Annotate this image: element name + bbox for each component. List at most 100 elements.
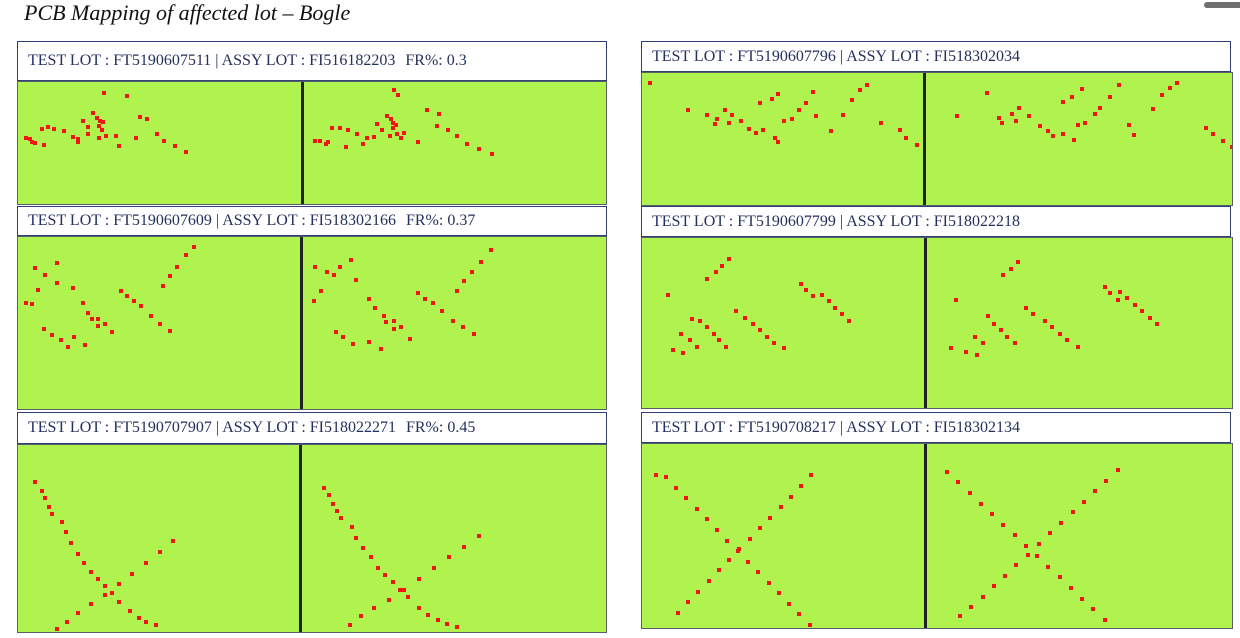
fail-dot <box>373 306 377 310</box>
fail-dot <box>1082 500 1086 504</box>
fail-dot <box>436 618 440 622</box>
fail-dot <box>696 590 700 594</box>
fail-dot <box>383 573 387 577</box>
fail-dot <box>981 341 985 345</box>
fail-dot <box>1024 544 1028 548</box>
test-lot-label: TEST LOT : FT5190707907 <box>28 419 212 436</box>
fail-dot <box>1001 523 1005 527</box>
fail-dot <box>462 279 466 283</box>
fail-dot <box>698 319 702 323</box>
fail-dot <box>827 299 831 303</box>
fail-dot <box>445 622 449 626</box>
fail-dot <box>695 345 699 349</box>
separator: | <box>211 419 223 436</box>
fail-dot <box>24 136 28 140</box>
fail-dot <box>1117 83 1121 87</box>
fail-dot <box>102 91 106 95</box>
fail-dot <box>723 108 727 112</box>
pcb-map-5 <box>17 444 607 633</box>
fail-dot <box>705 277 709 281</box>
fail-dot <box>350 525 354 529</box>
fail-dot <box>97 124 101 128</box>
pcb-map-3 <box>17 236 607 410</box>
fail-dot <box>1221 139 1225 143</box>
fail-dot <box>408 337 412 341</box>
fail-dot <box>975 353 979 357</box>
fail-dot <box>1103 618 1107 622</box>
fail-dot <box>666 293 670 297</box>
separator: | <box>211 52 222 69</box>
pcb-map-1 <box>17 81 607 205</box>
fail-dot <box>1072 138 1076 142</box>
fail-dot <box>1010 112 1014 116</box>
fail-dot <box>1230 145 1232 149</box>
fail-dot <box>65 620 69 624</box>
fail-dot <box>354 278 358 282</box>
fail-dot <box>790 117 794 121</box>
fail-dot <box>999 328 1003 332</box>
fail-dot <box>477 147 481 151</box>
assy-lot-label: ASSY LOT : FI518302034 <box>846 48 1020 65</box>
separator: | <box>211 212 223 229</box>
fail-dot <box>125 294 129 298</box>
fail-dot <box>1132 133 1136 137</box>
separator: | <box>835 48 847 65</box>
fail-dot <box>688 338 692 342</box>
fail-dot <box>30 140 34 144</box>
fail-dot <box>690 317 694 321</box>
assy-lot-label: ASSY LOT : FI518302134 <box>846 419 1020 436</box>
fail-dot <box>654 473 658 477</box>
fail-dot <box>354 536 358 540</box>
failure-rate-label: FR%: 0.37 <box>405 212 476 229</box>
fail-dot <box>1070 95 1074 99</box>
fail-dot <box>945 470 949 474</box>
fail-dot <box>349 258 353 262</box>
fail-dot <box>679 332 683 336</box>
fail-dot <box>997 116 1001 120</box>
fail-dot <box>425 108 429 112</box>
pcb-map-6 <box>641 443 1233 629</box>
fail-dot <box>367 297 371 301</box>
fail-dot <box>89 570 93 574</box>
fail-dot <box>103 584 107 588</box>
fail-dot <box>736 549 740 553</box>
fail-dot <box>69 541 73 545</box>
fail-dot <box>489 248 493 252</box>
fail-dot <box>840 312 844 316</box>
fail-dot <box>1155 322 1159 326</box>
fail-dot <box>714 270 718 274</box>
fail-dot <box>55 261 59 265</box>
fail-dot <box>730 113 734 117</box>
fail-dot <box>158 322 162 326</box>
fail-dot <box>808 623 812 627</box>
fail-dot <box>804 288 808 292</box>
separator: | <box>835 419 847 436</box>
fail-dot <box>1005 335 1009 339</box>
lot-header-1: TEST LOT : FT5190607511 | ASSY LOT : FI5… <box>17 41 607 81</box>
fail-dot <box>50 512 54 516</box>
fail-dot <box>1065 338 1069 342</box>
fail-dot <box>1140 309 1144 313</box>
fail-dot <box>391 121 395 125</box>
fail-dot <box>132 299 136 303</box>
fail-dot <box>416 140 420 144</box>
fail-dot <box>184 253 188 257</box>
fail-dot <box>820 293 824 297</box>
fail-dot <box>62 129 66 133</box>
fail-dot <box>30 302 34 306</box>
fail-dot <box>46 125 50 129</box>
test-lot-label: TEST LOT : FT5190607511 <box>28 52 212 69</box>
fail-dot <box>117 600 121 604</box>
fail-dot <box>664 475 668 479</box>
fail-dot <box>341 335 345 339</box>
fail-dot <box>776 92 780 96</box>
fail-dot <box>86 132 90 136</box>
fail-dot <box>380 128 384 132</box>
fail-dot <box>110 591 114 595</box>
fail-dot <box>676 611 680 615</box>
fail-dot <box>392 88 396 92</box>
fail-dot <box>332 273 336 277</box>
fail-dot <box>727 121 731 125</box>
fail-dot <box>398 588 402 592</box>
fail-dot <box>396 93 400 97</box>
